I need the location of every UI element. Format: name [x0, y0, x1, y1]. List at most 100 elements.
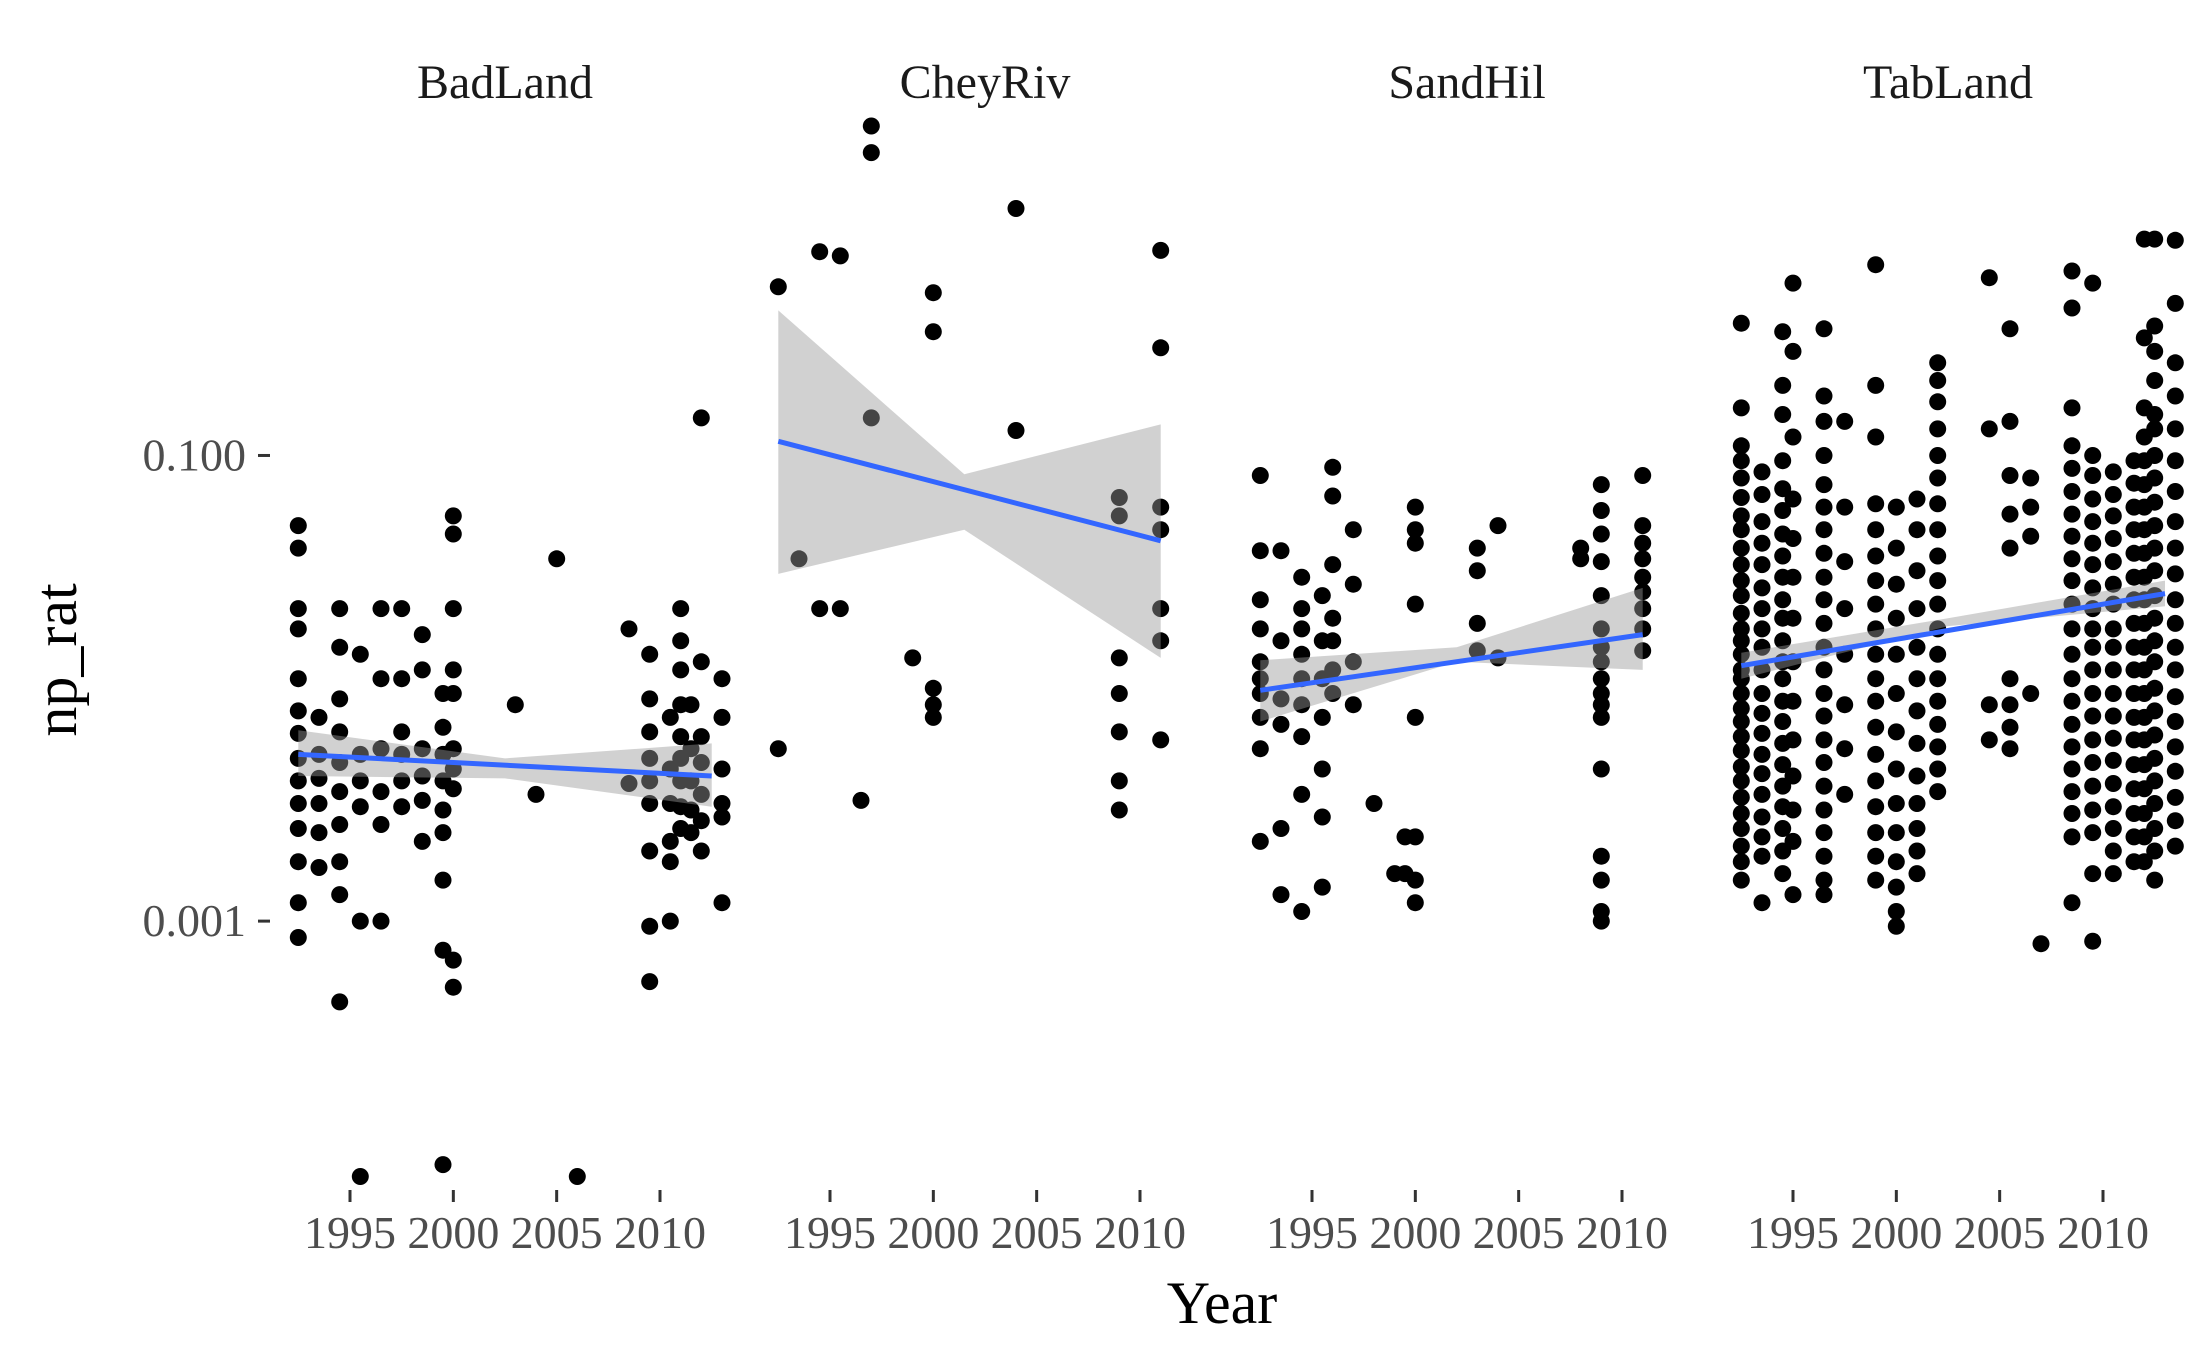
data-point: [1815, 498, 1833, 516]
data-point: [1753, 847, 1771, 865]
data-point: [1293, 903, 1311, 920]
data-point: [331, 886, 349, 904]
data-point: [1152, 731, 1170, 749]
x-tick-label: 2010: [1094, 1207, 1186, 1258]
data-point: [1887, 853, 1905, 871]
data-point: [1732, 539, 1750, 557]
data-point: [1929, 783, 1947, 801]
data-point: [372, 816, 390, 833]
data-point: [1110, 772, 1128, 790]
data-point: [444, 685, 462, 702]
data-point: [1774, 406, 1792, 423]
data-point: [289, 929, 307, 946]
data-point: [1815, 824, 1833, 842]
data-point: [1815, 754, 1833, 771]
data-point: [2022, 498, 2040, 516]
data-point: [1887, 878, 1905, 896]
data-point: [1634, 517, 1652, 535]
data-point: [692, 842, 710, 860]
data-point: [1152, 521, 1170, 539]
data-point: [1908, 767, 1926, 785]
data-point: [1344, 696, 1362, 714]
data-point: [1815, 591, 1833, 609]
data-point: [1908, 521, 1926, 539]
data-point: [393, 670, 411, 688]
data-points: [1732, 230, 2184, 953]
data-point: [1784, 490, 1802, 508]
x-tick-label: 2005: [1954, 1207, 2046, 1258]
data-point: [1774, 591, 1792, 609]
data-point: [692, 812, 710, 830]
data-point: [413, 626, 431, 644]
data-point: [1732, 645, 1750, 663]
data-point: [2146, 317, 2164, 335]
data-point: [1815, 476, 1833, 494]
data-point: [1980, 420, 1998, 438]
data-point: [924, 323, 942, 341]
data-point: [672, 632, 690, 650]
data-point: [2084, 620, 2102, 638]
data-point: [1489, 517, 1507, 535]
data-point: [2146, 447, 2164, 464]
data-point: [2084, 731, 2102, 749]
data-point: [2104, 661, 2122, 679]
data-point: [1774, 632, 1792, 650]
y-axis: 0.001 0.100: [143, 429, 270, 946]
data-point: [1929, 738, 1947, 756]
data-point: [1272, 632, 1290, 650]
data-point: [672, 600, 690, 618]
data-point: [692, 653, 710, 671]
data-point: [331, 853, 349, 871]
data-point: [1815, 777, 1833, 795]
data-point: [1929, 354, 1947, 372]
data-point: [692, 754, 710, 771]
data-point: [1293, 620, 1311, 638]
data-point: [1815, 387, 1833, 405]
data-point: [1784, 530, 1802, 547]
data-point: [1867, 620, 1885, 638]
data-point: [924, 696, 942, 714]
panel-sandhil: SandHil 1995 2000 2005 2010: [1251, 56, 1668, 1258]
data-point: [351, 1168, 369, 1185]
data-point: [2022, 685, 2040, 702]
data-point: [1908, 670, 1926, 688]
data-point: [2146, 820, 2164, 837]
data-point: [1468, 539, 1486, 557]
data-point: [1753, 745, 1771, 763]
data-point: [1732, 452, 1750, 470]
strip-label: BadLand: [417, 56, 593, 109]
data-point: [2146, 406, 2164, 423]
data-point: [1324, 661, 1342, 679]
data-point: [1313, 708, 1331, 726]
data-point: [1867, 645, 1885, 663]
data-point: [661, 708, 679, 726]
data-point: [1251, 467, 1269, 484]
data-point: [310, 824, 328, 842]
data-point: [1251, 832, 1269, 850]
data-point: [692, 728, 710, 746]
data-point: [1753, 808, 1771, 826]
data-point: [372, 670, 390, 688]
data-point: [289, 600, 307, 618]
data-point: [2104, 729, 2122, 747]
data-point: [393, 723, 411, 741]
data-point: [2084, 661, 2102, 679]
data-point: [2146, 342, 2164, 360]
data-point: [1753, 600, 1771, 618]
data-point: [2166, 614, 2184, 632]
data-point: [2166, 354, 2184, 372]
data-point: [682, 740, 700, 758]
data-point: [2022, 469, 2040, 487]
data-point: [1753, 785, 1771, 803]
data-point: [527, 785, 545, 803]
data-point: [1732, 713, 1750, 730]
data-point: [2084, 579, 2102, 597]
data-point: [1251, 740, 1269, 758]
data-point: [1867, 521, 1885, 539]
data-point: [1867, 572, 1885, 590]
data-point: [2166, 638, 2184, 656]
data-point: [2104, 463, 2122, 481]
data-point: [2104, 707, 2122, 725]
data-point: [1908, 702, 1926, 720]
data-point: [289, 820, 307, 837]
